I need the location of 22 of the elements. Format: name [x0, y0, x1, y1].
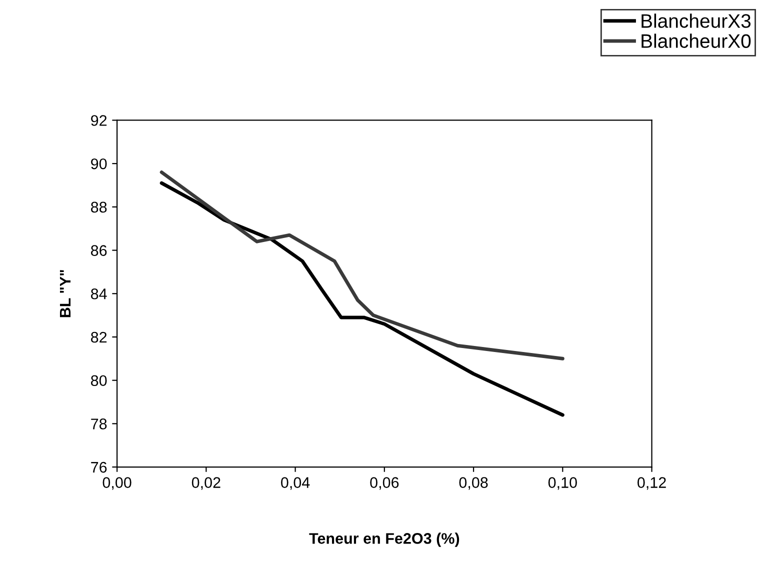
- y-tick-label: 90: [91, 158, 107, 170]
- y-tick-label: 84: [90, 288, 107, 300]
- x-tick-label: 0,00: [102, 477, 132, 490]
- y-tick-label: 82: [90, 332, 107, 343]
- x-tick-label: 0,10: [548, 477, 577, 490]
- x-tick-label: 0,02: [192, 477, 220, 490]
- y-tick-label: 86: [90, 245, 107, 256]
- y-tick-label: 80: [90, 375, 107, 386]
- x-tick-label: 0,08: [459, 477, 488, 490]
- legend-label: BlancheurX3: [642, 14, 751, 28]
- x-axis-title: Teneur en Fe2O3 (%): [309, 532, 460, 547]
- line-series: [160, 170, 564, 360]
- y-tick-label: 78: [91, 418, 107, 430]
- x-tick-label: 0,04: [281, 477, 310, 490]
- legend-label: BlancheurX0: [642, 34, 751, 48]
- y-axis-title: BL "Y": [60, 270, 70, 318]
- x-tick-label: 0,12: [638, 477, 666, 490]
- y-tick-label: 76: [91, 462, 107, 473]
- line-series: [160, 181, 564, 417]
- x-tick-label: 0,06: [370, 477, 399, 490]
- y-tick-label: 88: [90, 202, 107, 213]
- y-tick-label: 92: [91, 115, 107, 126]
